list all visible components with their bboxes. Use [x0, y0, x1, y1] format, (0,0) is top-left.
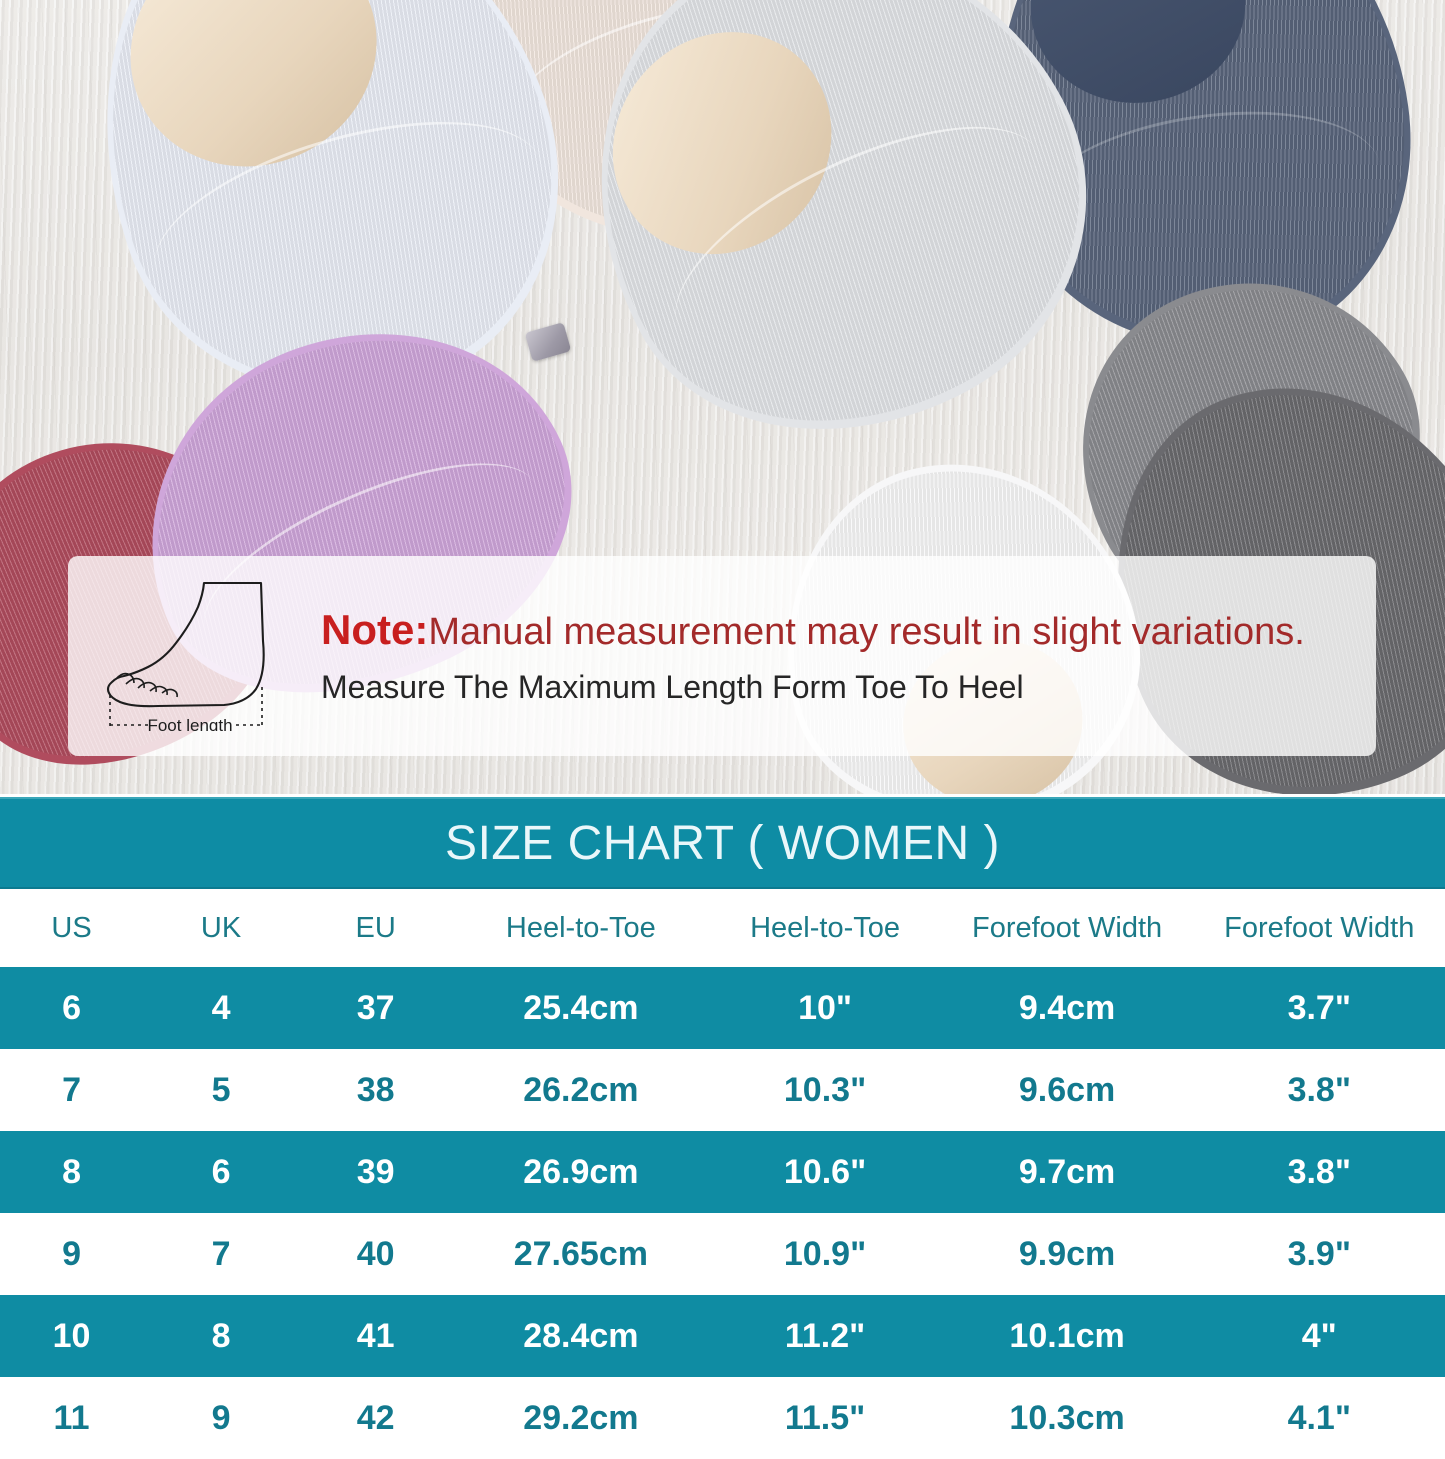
- table-header-row: US UK EU Heel-to-Toe Heel-to-Toe Forefoo…: [0, 889, 1445, 967]
- cell-forefoot-in: 3.7": [1287, 988, 1351, 1027]
- column-header-forefoot-in: Forefoot Width: [1193, 889, 1445, 967]
- cell-eu: 39: [356, 1152, 395, 1191]
- cell-heel-to-toe-cm: 26.9cm: [523, 1152, 639, 1191]
- column-header-eu: EU: [299, 889, 453, 967]
- cell-forefoot-in: 3.8": [1287, 1152, 1351, 1191]
- product-photo: Foot length Note:Manual measurement may …: [0, 0, 1445, 794]
- cell-us: 11: [53, 1398, 90, 1437]
- column-header-us: US: [0, 889, 144, 967]
- column-header-uk: UK: [143, 889, 300, 967]
- note-line-1-text: Manual measurement may result in slight …: [428, 611, 1305, 653]
- note-line-1: Note:Manual measurement may result in sl…: [321, 606, 1305, 654]
- table-row: 11 9 42 29.2cm 11.5" 10.3cm 4.1": [0, 1377, 1445, 1459]
- foot-length-caption: Foot length: [147, 716, 232, 731]
- size-chart-table: US UK EU Heel-to-Toe Heel-to-Toe Forefoo…: [0, 889, 1445, 1459]
- cell-heel-to-toe-cm: 29.2cm: [523, 1398, 639, 1437]
- cell-eu: 42: [356, 1398, 395, 1437]
- table-row: 6 4 37 25.4cm 10" 9.4cm 3.7": [0, 967, 1445, 1049]
- cell-forefoot-cm: 9.9cm: [1018, 1234, 1116, 1273]
- cell-heel-to-toe-cm: 27.65cm: [513, 1234, 648, 1273]
- cell-heel-to-toe-in: 10.3": [783, 1070, 867, 1109]
- cell-uk: 5: [211, 1070, 231, 1109]
- cell-forefoot-cm: 10.3cm: [1009, 1398, 1125, 1437]
- cell-heel-to-toe-cm: 25.4cm: [523, 988, 639, 1027]
- table-row: 7 5 38 26.2cm 10.3" 9.6cm 3.8": [0, 1049, 1445, 1131]
- cell-us: 10: [52, 1316, 91, 1355]
- cell-eu: 38: [356, 1070, 395, 1109]
- cell-eu: 40: [356, 1234, 395, 1273]
- cell-forefoot-in: 3.8": [1287, 1070, 1351, 1109]
- cell-uk: 7: [211, 1234, 231, 1273]
- column-header-forefoot-cm: Forefoot Width: [940, 889, 1194, 967]
- cell-heel-to-toe-cm: 28.4cm: [523, 1316, 639, 1355]
- cell-forefoot-in: 4.1": [1287, 1398, 1351, 1437]
- cell-heel-to-toe-in: 10.9": [783, 1234, 867, 1273]
- table-row: 8 6 39 26.9cm 10.6" 9.7cm 3.8": [0, 1131, 1445, 1213]
- cell-heel-to-toe-cm: 26.2cm: [523, 1070, 639, 1109]
- table-row: 10 8 41 28.4cm 11.2" 10.1cm 4": [0, 1295, 1445, 1377]
- cell-heel-to-toe-in: 10": [798, 988, 853, 1027]
- cell-eu: 37: [356, 988, 395, 1027]
- cell-uk: 4: [211, 988, 231, 1027]
- cell-forefoot-cm: 10.1cm: [1009, 1316, 1125, 1355]
- cell-forefoot-in: 4": [1301, 1316, 1337, 1355]
- note-line-2: Measure The Maximum Length Form Toe To H…: [321, 668, 1024, 705]
- column-header-heel-to-toe-in: Heel-to-Toe: [709, 889, 941, 967]
- size-chart-title: SIZE CHART ( WOMEN ): [0, 797, 1445, 889]
- column-header-heel-to-toe-cm: Heel-to-Toe: [452, 889, 710, 967]
- cell-eu: 41: [356, 1316, 395, 1355]
- cell-us: 8: [62, 1152, 81, 1191]
- size-chart-body: 6 4 37 25.4cm 10" 9.4cm 3.7" 7 5 38 26.2…: [0, 967, 1445, 1459]
- foot-outline-icon: Foot length: [106, 581, 265, 731]
- cell-forefoot-in: 3.9": [1287, 1234, 1351, 1273]
- cell-us: 9: [62, 1234, 81, 1273]
- cell-uk: 8: [211, 1316, 231, 1355]
- table-row: 9 7 40 27.65cm 10.9" 9.9cm 3.9": [0, 1213, 1445, 1295]
- cell-heel-to-toe-in: 11.2": [784, 1316, 866, 1355]
- cell-uk: 6: [211, 1152, 231, 1191]
- cell-heel-to-toe-in: 10.6": [783, 1152, 867, 1191]
- note-text-block: Note:Manual measurement may result in sl…: [313, 606, 1305, 705]
- size-chart-header: US UK EU Heel-to-Toe Heel-to-Toe Forefoo…: [0, 889, 1445, 967]
- cell-heel-to-toe-in: 11.5": [784, 1398, 866, 1437]
- cell-forefoot-cm: 9.6cm: [1018, 1070, 1116, 1109]
- cell-forefoot-cm: 9.7cm: [1018, 1152, 1116, 1191]
- cell-forefoot-cm: 9.4cm: [1018, 988, 1116, 1027]
- cell-us: 7: [62, 1070, 81, 1109]
- note-label: Note:: [321, 606, 429, 653]
- cell-us: 6: [62, 988, 81, 1027]
- foot-length-diagram: Foot length: [68, 581, 313, 731]
- cell-uk: 9: [211, 1398, 231, 1437]
- measurement-note-panel: Foot length Note:Manual measurement may …: [68, 556, 1376, 756]
